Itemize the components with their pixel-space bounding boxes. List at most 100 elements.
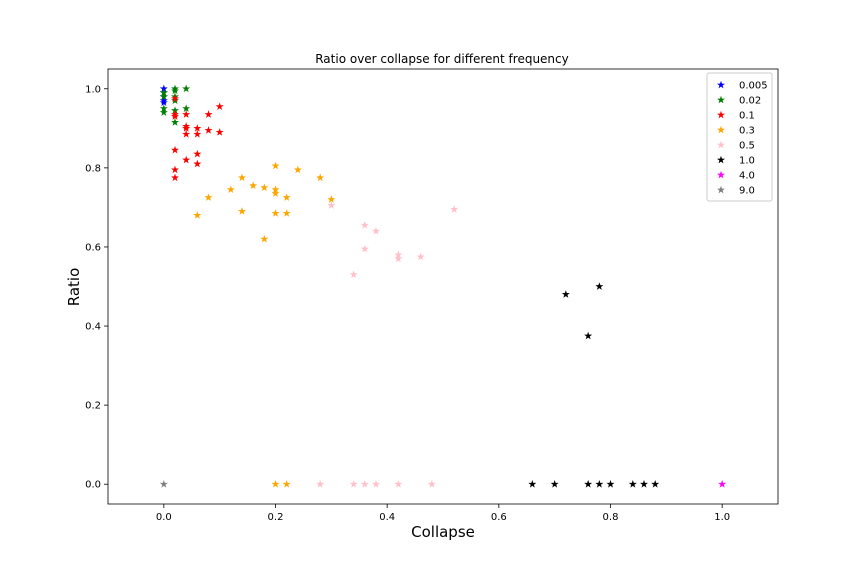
legend-label: 0.1 (739, 111, 755, 122)
data-point (427, 480, 436, 488)
y-axis: 0.0 0.2 0.4 0.6 0.8 1.0 (85, 84, 108, 491)
data-point (204, 193, 213, 201)
x-tick-label: 0.4 (379, 512, 395, 523)
data-point (584, 480, 593, 488)
x-tick-label: 0.8 (603, 512, 619, 523)
y-tick-label: 0.4 (85, 322, 101, 333)
series-0.1 (171, 94, 224, 182)
data-point (561, 290, 570, 298)
data-point (394, 480, 403, 488)
data-point (159, 480, 168, 488)
legend-box (706, 72, 773, 202)
data-point (193, 130, 202, 138)
data-point (584, 331, 593, 340)
data-point (394, 254, 403, 263)
data-point (416, 252, 425, 261)
data-point (528, 480, 537, 488)
chart-title: Ratio over collapse for different freque… (315, 52, 569, 66)
y-tick-label: 0.8 (85, 163, 101, 174)
data-point (327, 195, 336, 203)
data-point (193, 149, 202, 158)
data-point (606, 480, 615, 488)
data-point (651, 480, 660, 488)
data-point (171, 173, 179, 182)
data-point (271, 161, 280, 170)
data-point (193, 211, 202, 219)
data-point (260, 234, 269, 243)
x-tick-label: 0.2 (268, 512, 284, 523)
x-tick-label: 1.0 (714, 512, 730, 523)
y-tick-label: 0.6 (85, 242, 101, 253)
x-axis: 0.0 0.2 0.4 0.6 0.8 1.0 (156, 504, 730, 523)
data-point (316, 480, 325, 488)
data-point (159, 104, 168, 112)
legend-label: 0.005 (739, 81, 768, 92)
data-point (282, 480, 291, 488)
data-point (640, 480, 648, 488)
x-axis-title: Collapse (411, 523, 475, 541)
legend-label: 0.5 (739, 141, 755, 152)
data-point (271, 209, 280, 217)
legend-marker (717, 185, 725, 194)
data-point (193, 159, 202, 168)
y-axis-title: Ratio (65, 268, 83, 307)
data-point (360, 221, 369, 229)
data-point (226, 185, 235, 194)
data-point (182, 104, 191, 112)
data-point (349, 270, 358, 279)
data-point (159, 84, 168, 93)
data-point (215, 102, 224, 110)
legend-label: 9.0 (739, 186, 755, 197)
data-point (293, 165, 302, 174)
legend-marker (717, 110, 725, 119)
data-point (204, 126, 213, 134)
series-0.5 (316, 201, 459, 488)
data-point (628, 480, 637, 488)
legend-marker (717, 125, 725, 134)
data-point (271, 480, 280, 488)
legend-label: 4.0 (739, 171, 755, 182)
data-point (182, 110, 191, 118)
legend-marker (717, 170, 725, 179)
series-4.0 (718, 480, 727, 488)
legend-label: 0.3 (739, 126, 755, 137)
data-point (282, 193, 291, 201)
plot-area (107, 68, 779, 505)
series-0.02 (159, 84, 191, 126)
data-point (171, 112, 179, 120)
legend-marker (717, 140, 725, 149)
data-point (171, 165, 179, 174)
data-point (450, 205, 459, 213)
y-tick-label: 0.2 (85, 401, 101, 412)
data-point (238, 173, 246, 182)
y-tick-label: 1.0 (85, 84, 101, 95)
data-point (182, 155, 191, 164)
data-point (260, 183, 269, 192)
data-point (316, 173, 325, 182)
data-point (595, 480, 604, 488)
legend: 0.005 0.02 0.1 0.3 0.5 1.0 4.0 9.0 (706, 72, 773, 202)
data-point (271, 189, 280, 197)
data-point (159, 88, 168, 97)
data-point (171, 145, 179, 154)
data-point (171, 86, 179, 95)
data-point (282, 209, 291, 217)
data-point (550, 480, 559, 488)
series-1.0 (528, 282, 660, 488)
legend-marker (717, 95, 725, 104)
data-point (249, 181, 258, 190)
data-point (182, 130, 191, 138)
series-0.3 (193, 161, 336, 488)
data-point (360, 480, 369, 488)
data-point (171, 106, 179, 114)
y-tick-label: 0.0 (85, 480, 101, 491)
data-point (394, 250, 403, 259)
data-point (171, 118, 179, 126)
data-point (271, 185, 280, 194)
data-point (215, 128, 224, 136)
x-tick-label: 0.6 (491, 512, 507, 523)
data-points (159, 84, 727, 488)
data-point (171, 94, 179, 103)
data-point (193, 124, 202, 132)
data-point (159, 92, 168, 101)
